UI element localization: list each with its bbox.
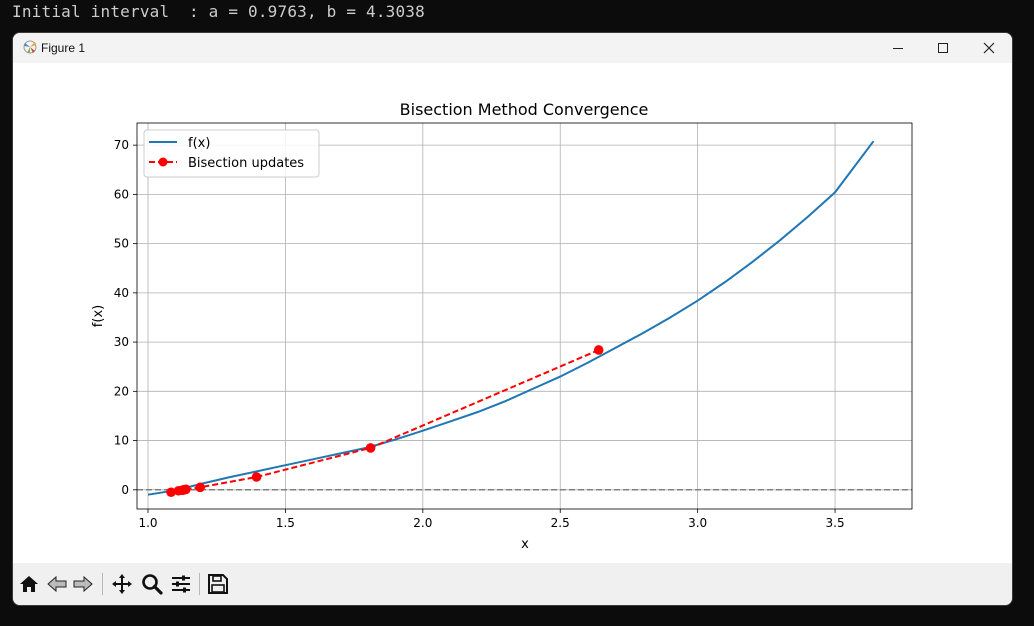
y-tick-label: 10 bbox=[114, 434, 129, 448]
configure-subplots-icon bbox=[172, 575, 190, 593]
home-button[interactable] bbox=[17, 572, 41, 596]
navigation-toolbar bbox=[13, 563, 1012, 605]
figure-canvas[interactable]: 1.0 1.5 2.0 2.5 3.0 3.5 0 10 20 30 40 50 60 70 Bisect… bbox=[13, 63, 1012, 563]
plot-frame bbox=[136, 122, 913, 510]
bisection-point bbox=[178, 485, 188, 495]
close-button[interactable] bbox=[966, 33, 1012, 63]
y-tick-label: 30 bbox=[114, 335, 129, 349]
minimize-icon bbox=[893, 48, 903, 49]
legend-marker-bisection bbox=[158, 157, 168, 167]
y-tick-label: 40 bbox=[114, 286, 129, 300]
matplotlib-app-icon bbox=[21, 39, 39, 55]
back-button[interactable] bbox=[45, 572, 69, 596]
terminal-output-line: Initial interval : a = 0.9763, b = 4.303… bbox=[12, 2, 425, 21]
x-tick-label: 1.5 bbox=[276, 516, 295, 530]
x-tick-label: 2.5 bbox=[551, 516, 570, 530]
grid-layer bbox=[137, 123, 912, 509]
close-icon bbox=[983, 42, 995, 54]
y-tick-label: 50 bbox=[114, 237, 129, 251]
legend-label-fx: f(x) bbox=[188, 136, 210, 151]
chart-svg: 1.0 1.5 2.0 2.5 3.0 3.5 0 10 20 30 40 50 60 70 Bisect… bbox=[91, 100, 913, 552]
legend: f(x) Bisection updates bbox=[143, 129, 320, 178]
bisection-point bbox=[251, 472, 262, 482]
tick-layer: 1.0 1.5 2.0 2.5 3.0 3.5 0 10 20 30 40 50 60 70 bbox=[114, 138, 845, 530]
back-icon bbox=[47, 575, 67, 593]
zoom-icon bbox=[142, 574, 163, 595]
zoom-button[interactable] bbox=[140, 572, 164, 596]
window-title: Figure 1 bbox=[41, 41, 86, 55]
maximize-button[interactable] bbox=[920, 33, 966, 63]
x-tick-label: 2.0 bbox=[413, 516, 432, 530]
bisection-point bbox=[166, 487, 176, 498]
bisection-point bbox=[365, 443, 376, 453]
bisection-point bbox=[195, 482, 206, 493]
bisection-point bbox=[593, 345, 604, 355]
home-icon bbox=[20, 576, 38, 592]
pan-button[interactable] bbox=[110, 572, 134, 596]
forward-icon bbox=[73, 575, 93, 593]
y-tick-label: 0 bbox=[121, 483, 129, 497]
save-icon bbox=[208, 574, 228, 594]
save-button[interactable] bbox=[206, 572, 230, 596]
y-tick-label: 70 bbox=[114, 138, 129, 152]
x-tick-label: 3.0 bbox=[688, 516, 707, 530]
window-titlebar[interactable]: Figure 1 bbox=[13, 33, 1012, 63]
configure-subplots-button[interactable] bbox=[169, 572, 193, 596]
forward-button[interactable] bbox=[71, 572, 95, 596]
legend-label-bisection: Bisection updates bbox=[188, 156, 304, 171]
plot-background bbox=[137, 123, 912, 509]
series-layer bbox=[147, 140, 875, 498]
chart-title: Bisection Method Convergence bbox=[400, 100, 649, 119]
toolbar-separator bbox=[199, 573, 200, 595]
y-tick-label: 60 bbox=[114, 187, 129, 201]
figure-window: Figure 1 1.0 1.5 2.0 2.5 3.0 3.5 0 10 20 30 40 50 60… bbox=[12, 32, 1013, 606]
y-tick-label: 20 bbox=[114, 384, 129, 398]
x-tick-label: 3.5 bbox=[826, 516, 845, 530]
legend-box bbox=[143, 129, 320, 178]
x-tick-label: 1.0 bbox=[138, 516, 157, 530]
toolbar-separator bbox=[102, 573, 103, 595]
pan-icon bbox=[112, 574, 132, 594]
y-axis-label: f(x) bbox=[91, 305, 106, 327]
x-axis-label: x bbox=[521, 537, 529, 552]
fx-curve bbox=[147, 140, 875, 496]
minimize-button[interactable] bbox=[875, 33, 921, 63]
maximize-icon bbox=[938, 43, 948, 53]
